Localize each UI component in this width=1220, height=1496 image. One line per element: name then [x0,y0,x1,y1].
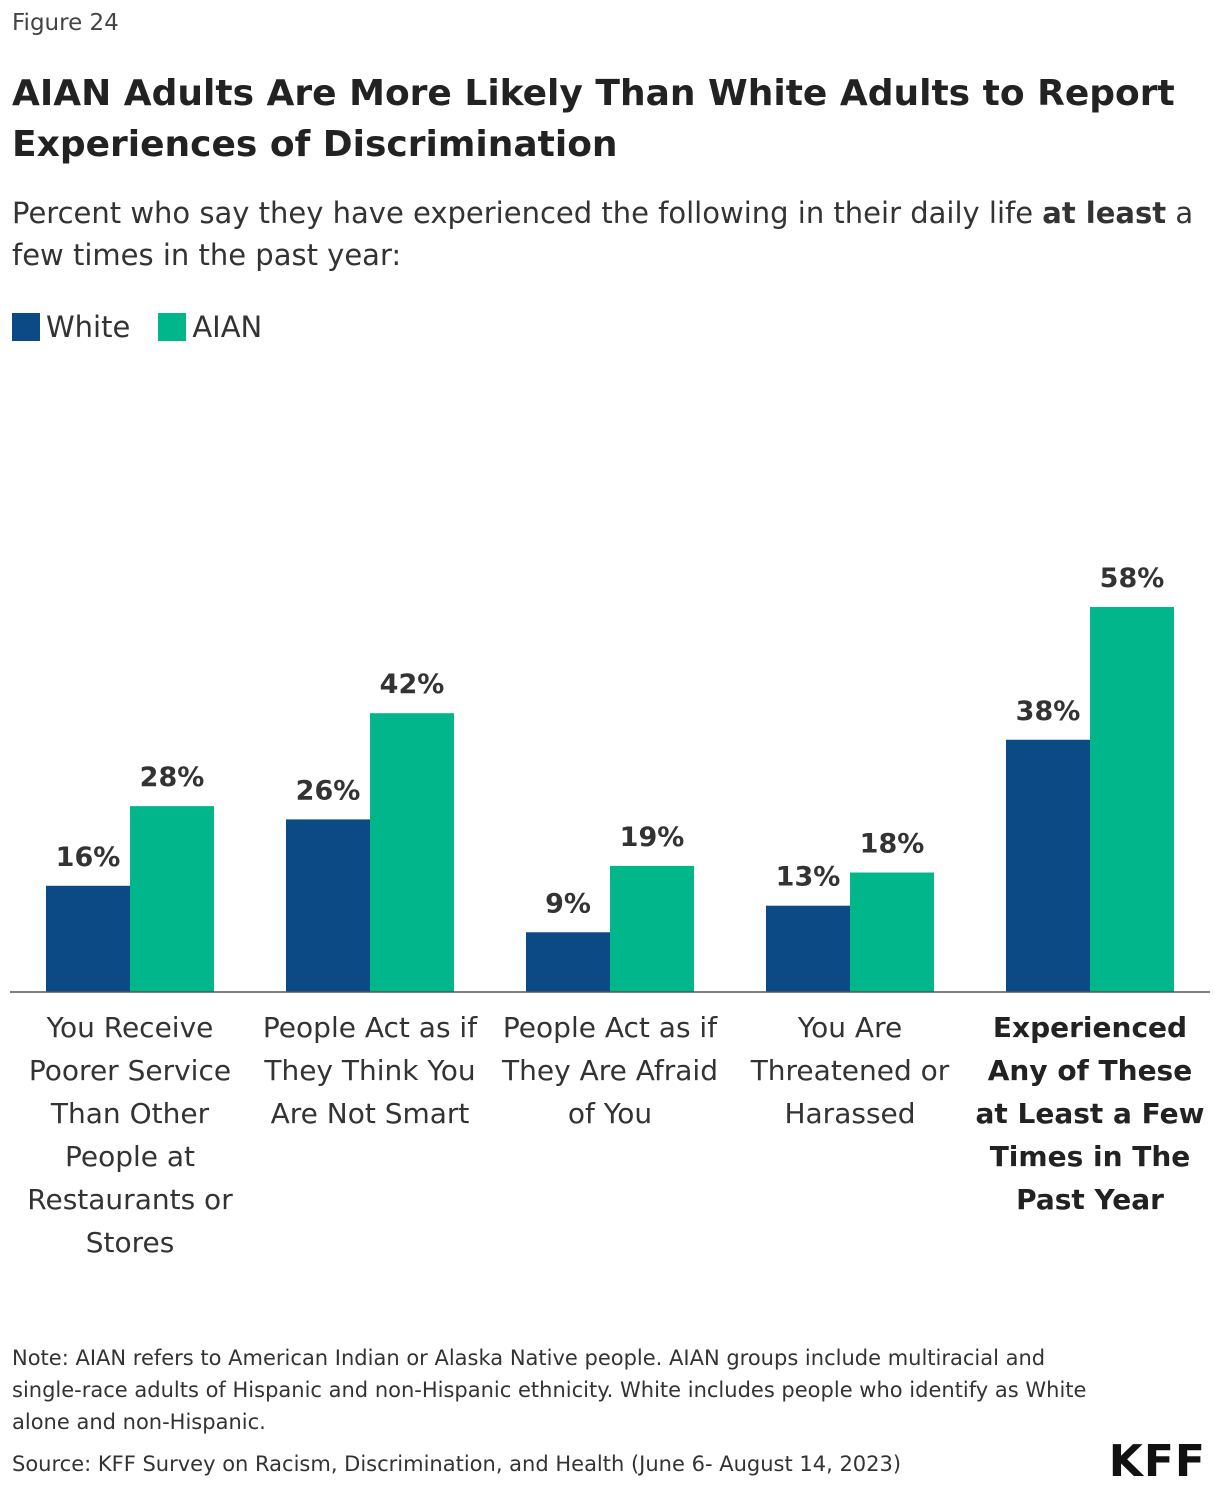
bar [46,885,130,992]
bar [286,819,370,992]
bar [1006,739,1090,992]
value-label: 19% [620,822,685,853]
value-label: 38% [1016,696,1081,727]
legend: White AIAN [12,310,262,344]
legend-swatch [12,313,40,341]
x-tick-label: People Act as if They Think You Are Not … [262,1011,478,1130]
logo: KFF [1108,1436,1206,1487]
bar [130,806,214,992]
x-tick-label: You Receive Poorer Service Than Other Pe… [27,1011,233,1259]
legend-item: White [12,310,130,344]
legend-label: White [46,310,131,344]
bar [370,713,454,992]
x-tick-label: You Are Threatened or Harassed [750,1011,950,1130]
value-label: 26% [296,775,361,806]
bar [526,932,610,992]
value-label: 13% [776,862,841,893]
value-label: 9% [545,888,591,919]
x-tick-label: Experienced Any of These at Least a Few … [975,1011,1205,1216]
value-label: 42% [380,669,445,700]
chart-subtitle: Percent who say they have experienced th… [12,192,1212,276]
x-tick-label: People Act as if They Are Afraid of You [502,1011,718,1130]
value-label: 18% [860,829,925,860]
subtitle-emphasis: at least [1042,196,1167,230]
legend-item: AIAN [158,310,262,344]
figure-label: Figure 24 [12,10,119,36]
bar [610,865,694,992]
source: Source: KFF Survey on Racism, Discrimina… [12,1452,902,1476]
value-label: 28% [140,762,205,793]
subtitle-text: Percent who say they have experienced th… [12,196,1043,230]
chart-title: AIAN Adults Are More Likely Than White A… [12,73,1175,165]
note: Note: AIAN refers to American Indian or … [12,1346,1087,1434]
value-label: 16% [56,842,121,873]
bar [766,905,850,992]
bar [1090,607,1174,992]
bar [850,872,934,992]
value-label: 58% [1100,563,1165,594]
legend-swatch [158,313,187,341]
subtitle-text: a few times in the past year: [12,196,1194,272]
legend-label: AIAN [192,310,263,344]
